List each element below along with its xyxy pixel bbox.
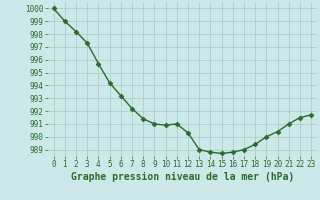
X-axis label: Graphe pression niveau de la mer (hPa): Graphe pression niveau de la mer (hPa) <box>71 172 294 182</box>
